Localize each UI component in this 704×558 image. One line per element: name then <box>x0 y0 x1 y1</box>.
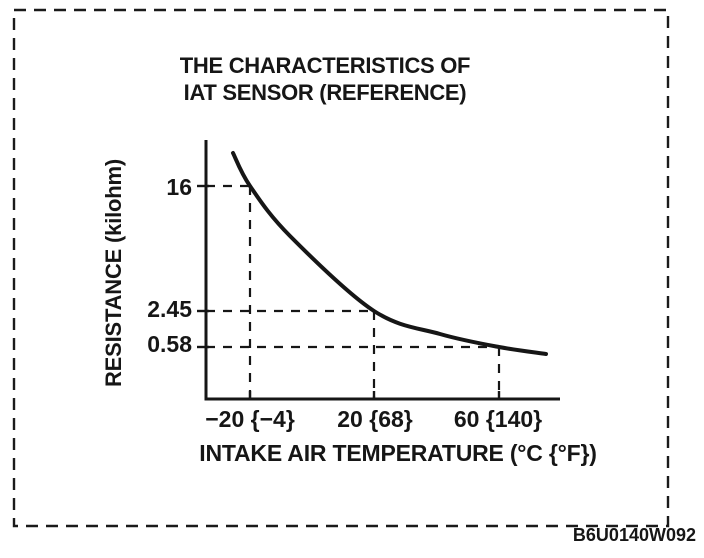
x-axis-title: INTAKE AIR TEMPERATURE (°C {°F}) <box>0 440 704 467</box>
x-tick-label-20: 20 {68} <box>337 406 413 432</box>
x-tick-label-minus20: −20 {−4} <box>205 406 295 432</box>
chart-title-line-2: IAT SENSOR (REFERENCE) <box>183 80 467 105</box>
x-axis-title-text: INTAKE AIR TEMPERATURE (°C {°F}) <box>199 440 597 466</box>
figure-dashed-border <box>12 8 670 528</box>
y-tick-label-0-58: 0.58 <box>147 331 192 357</box>
x-tick-label-60: 60 {140} <box>453 406 543 432</box>
y-tick-label-16: 16 <box>166 174 192 200</box>
figure-code: B6U0140W092 <box>572 525 696 545</box>
chart-title-line-1: THE CHARACTERISTICS OF <box>179 53 471 78</box>
y-tick-label-2-45: 2.45 <box>147 296 192 322</box>
resistance-curve <box>231 151 548 356</box>
guide-lines-layer <box>197 184 501 399</box>
chart-title: THE CHARACTERISTICS OF IAT SENSOR (REFER… <box>160 52 490 106</box>
